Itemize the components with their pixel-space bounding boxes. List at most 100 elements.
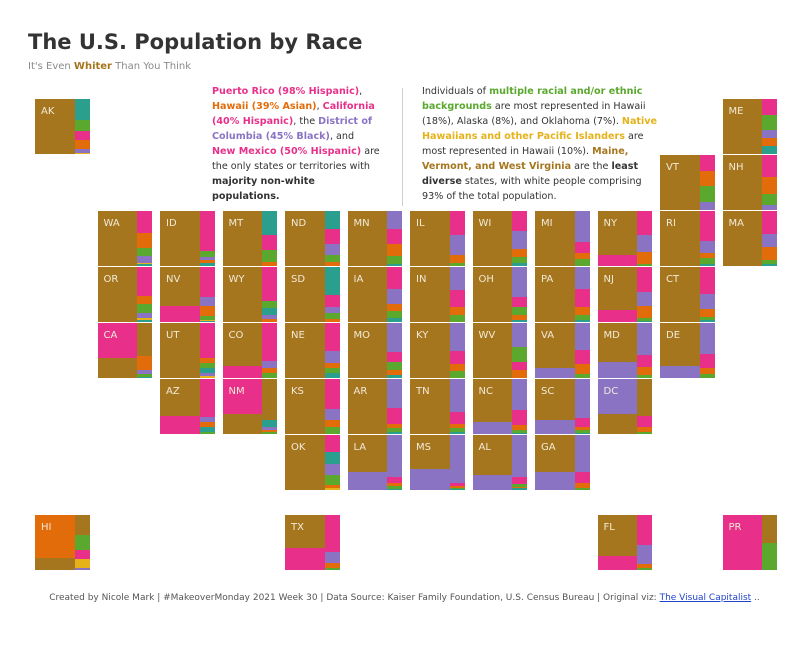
state-tile-id[interactable]: ID — [160, 211, 215, 266]
state-tile-ak[interactable]: AK — [35, 99, 90, 154]
state-tile-ia[interactable]: IA — [347, 267, 403, 322]
segment-hispanic — [512, 297, 528, 307]
segment-multiple-races — [74, 119, 90, 131]
segment-black — [199, 297, 215, 307]
state-tile-oh[interactable]: OH — [472, 267, 528, 322]
state-tile-ut[interactable]: UT — [160, 323, 215, 378]
segment-american-indian-alaska-native — [199, 262, 215, 266]
segment-hispanic — [387, 408, 403, 425]
state-tile-dc[interactable]: DC — [597, 379, 653, 434]
state-tile-mn[interactable]: MN — [347, 211, 403, 266]
state-tile-fl[interactable]: FL — [597, 515, 653, 570]
state-tile-ny[interactable]: NY — [597, 211, 653, 266]
segment-black — [324, 408, 340, 421]
segment-american-indian-alaska-native — [449, 431, 465, 434]
state-tile-ga[interactable]: GA — [535, 435, 590, 490]
segment-american-indian-alaska-native — [449, 488, 465, 490]
segment-black — [512, 379, 528, 411]
segment-white — [35, 99, 75, 154]
state-tile-md[interactable]: MD — [597, 323, 653, 378]
state-tile-de[interactable]: DE — [660, 323, 715, 378]
segment-american-indian-alaska-native — [324, 211, 340, 230]
state-tile-nd[interactable]: ND — [285, 211, 340, 266]
state-tile-nv[interactable]: NV — [160, 267, 215, 322]
state-tile-wv[interactable]: WV — [472, 323, 528, 378]
state-tile-wy[interactable]: WY — [222, 267, 278, 322]
state-tile-nc[interactable]: NC — [472, 379, 528, 434]
state-tile-nh[interactable]: NH — [722, 155, 778, 210]
segment-asian — [262, 429, 278, 432]
state-tile-mo[interactable]: MO — [347, 323, 403, 378]
segment-asian — [387, 483, 403, 487]
state-tile-ca[interactable]: CA — [97, 323, 153, 378]
segment-black — [324, 464, 340, 475]
segment-asian — [199, 422, 215, 427]
state-tile-pa[interactable]: PA — [535, 267, 590, 322]
state-tile-sd[interactable]: SD — [285, 267, 340, 322]
state-tile-ne[interactable]: NE — [285, 323, 340, 378]
segment-black — [387, 211, 403, 229]
state-tile-vt[interactable]: VT — [660, 155, 715, 210]
segment-black — [699, 323, 715, 355]
segment-black — [637, 323, 653, 356]
state-code-label: WV — [478, 330, 496, 341]
segment-black — [512, 435, 528, 478]
state-tile-ms[interactable]: MS — [410, 435, 465, 490]
state-tile-ky[interactable]: KY — [410, 323, 465, 378]
state-tile-wa[interactable]: WA — [97, 211, 153, 266]
segment-hispanic — [637, 267, 653, 293]
segment-asian — [324, 262, 340, 266]
segment-multiple-races — [512, 483, 528, 487]
state-tile-mt[interactable]: MT — [222, 211, 278, 266]
segment-hispanic — [449, 350, 465, 365]
segment-black — [199, 256, 215, 260]
segment-black — [74, 568, 90, 570]
state-tile-tn[interactable]: TN — [410, 379, 465, 434]
state-tile-pr[interactable]: PR — [722, 515, 778, 570]
segment-white — [722, 211, 763, 266]
segment-hispanic — [222, 365, 263, 378]
segment-multiple-races — [387, 311, 403, 319]
state-tile-sc[interactable]: SC — [535, 379, 590, 434]
state-tile-hi[interactable]: HI — [35, 515, 90, 570]
source-link[interactable]: The Visual Capitalist — [659, 593, 752, 603]
segment-hispanic — [160, 416, 200, 434]
segment-black — [324, 244, 340, 255]
annotation-left-segment: California (40% Hispanic) — [212, 101, 375, 127]
segment-hispanic — [512, 211, 528, 232]
state-tile-me[interactable]: ME — [722, 99, 778, 154]
subtitle-emph: Whiter — [73, 61, 112, 72]
state-code-label: MA — [728, 218, 744, 229]
segment-white — [222, 211, 263, 266]
state-code-label: AZ — [166, 386, 180, 397]
state-tile-in[interactable]: IN — [410, 267, 465, 322]
state-tile-wi[interactable]: WI — [472, 211, 528, 266]
state-tile-co[interactable]: CO — [222, 323, 278, 378]
segment-black — [512, 231, 528, 249]
segment-hispanic — [449, 482, 465, 487]
segment-american-indian-alaska-native — [387, 318, 403, 322]
state-tile-va[interactable]: VA — [535, 323, 590, 378]
state-tile-la[interactable]: LA — [347, 435, 403, 490]
segment-american-indian-alaska-native — [387, 432, 403, 434]
segment-black — [535, 367, 575, 378]
state-tile-ar[interactable]: AR — [347, 379, 403, 434]
segment-multiple-races — [699, 258, 715, 265]
state-tile-az[interactable]: AZ — [160, 379, 215, 434]
subtitle-pre: It's Even — [28, 61, 74, 72]
state-tile-al[interactable]: AL — [472, 435, 528, 490]
state-tile-mi[interactable]: MI — [535, 211, 590, 266]
state-tile-ok[interactable]: OK — [285, 435, 340, 490]
state-tile-tx[interactable]: TX — [285, 515, 340, 570]
state-tile-ma[interactable]: MA — [722, 211, 778, 266]
segment-asian — [262, 367, 278, 373]
state-tile-nm[interactable]: NM — [222, 379, 278, 434]
segment-white — [347, 323, 388, 378]
segment-hispanic — [597, 255, 638, 266]
state-tile-ct[interactable]: CT — [660, 267, 715, 322]
state-tile-ks[interactable]: KS — [285, 379, 340, 434]
state-tile-il[interactable]: IL — [410, 211, 465, 266]
state-tile-nj[interactable]: NJ — [597, 267, 653, 322]
state-tile-or[interactable]: OR — [97, 267, 153, 322]
state-tile-ri[interactable]: RI — [660, 211, 715, 266]
